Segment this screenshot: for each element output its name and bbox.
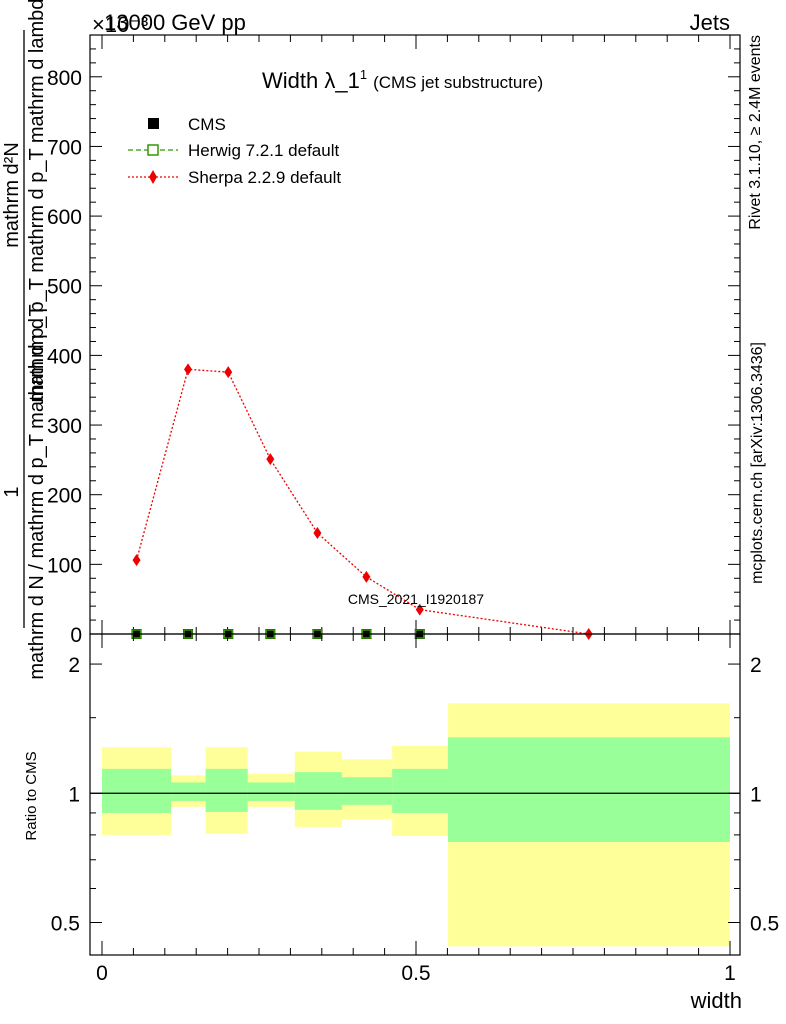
ratio-frame [89,633,741,956]
ratio-y-tick-label-right: 0.5 [750,912,779,935]
sherpa-point [362,570,371,583]
sherpa-point [224,366,233,379]
title-main: Width λ_1 [262,68,360,93]
y-tick-label: 500 [47,276,82,299]
legend-marker-cms [148,118,159,129]
ratio-inner-band [392,768,449,813]
ylabel-denom: mathrm d p_T mathrm d p_T mathrm d lambd… [26,0,48,402]
y-tick-label: 200 [47,485,82,508]
process-label: Jets [690,10,730,35]
title-superscript: 1 [360,67,367,82]
main-ylabel: 1 mathrm d N / mathrm d p_T mathrm d p_T… [1,0,48,680]
ylabel-pre-denom: mathrm d N / mathrm d p_T mathrm d p_T [26,304,48,679]
legend-label: Sherpa 2.2.9 default [188,168,341,187]
sherpa-point [313,527,322,540]
ratio-inner-band [247,782,295,801]
mcplots-label: mcplots.cern.ch [arXiv:1306.3436] [749,342,766,584]
y-tick-label: 100 [47,554,82,577]
y-tick-label: 800 [47,67,82,90]
rivet-label: Rivet 3.1.10, ≥ 2.4M events [747,35,764,230]
sherpa-point [266,453,275,466]
y-tick-label: 600 [47,206,82,229]
sherpa-line [135,368,589,635]
y-tick-label: 0 [70,624,82,647]
sherpa-point [415,603,424,616]
x-axis-label: width [690,988,742,1013]
ratio-ylabel: Ratio to CMS [23,751,40,840]
ylabel-numer: mathrm d²N [1,142,23,248]
ratio-y-tick-label-right: 1 [750,783,762,806]
ratio-panel: 0.5 0.5 1 1 2 2 0 0.5 1 [51,633,779,985]
energy-label: 13000 GeV pp [104,10,246,35]
plot-title: Width λ_11 (CMS jet substructure) [262,67,543,93]
legend-marker-herwig [147,144,159,156]
sherpa-point [184,363,193,376]
ratio-y-tick-label: 2 [68,654,80,677]
sherpa-point [132,554,141,567]
ratio-inner-band [294,772,342,810]
ratio-y-tick-label-right: 2 [750,654,762,677]
ratio-inner-band [341,777,393,805]
ratio-inner-band [171,782,206,801]
x-tick-label: 1 [724,962,736,985]
legend-marker-sherpa [149,170,157,184]
y-tick-label: 700 [47,136,82,159]
exponent-label: ×10⁻³ [92,12,148,37]
legend: CMS Herwig 7.2.1 default Sherpa 2.2.9 defa… [128,115,341,187]
analysis-watermark: CMS_2021_I1920187 [348,591,484,607]
ratio-inner-band [448,737,730,843]
ratio-y-tick-label: 1 [68,783,80,806]
legend-label: CMS [188,115,226,134]
x-tick-label: 0.5 [401,962,430,985]
ratio-inner-band [205,768,248,812]
legend-label: Herwig 7.2.1 default [188,141,339,160]
x-tick-label: 0 [96,962,108,985]
y-tick-label: 300 [47,415,82,438]
ratio-inner-band [102,768,172,813]
y-tick-label: 400 [47,345,82,368]
main-panel: 0 100 200 300 400 500 600 700 800 [47,34,741,647]
title-subtitle: (CMS jet substructure) [373,73,543,92]
ratio-y-tick-label: 0.5 [51,912,80,935]
ylabel-pre-numer: 1 [1,486,23,497]
